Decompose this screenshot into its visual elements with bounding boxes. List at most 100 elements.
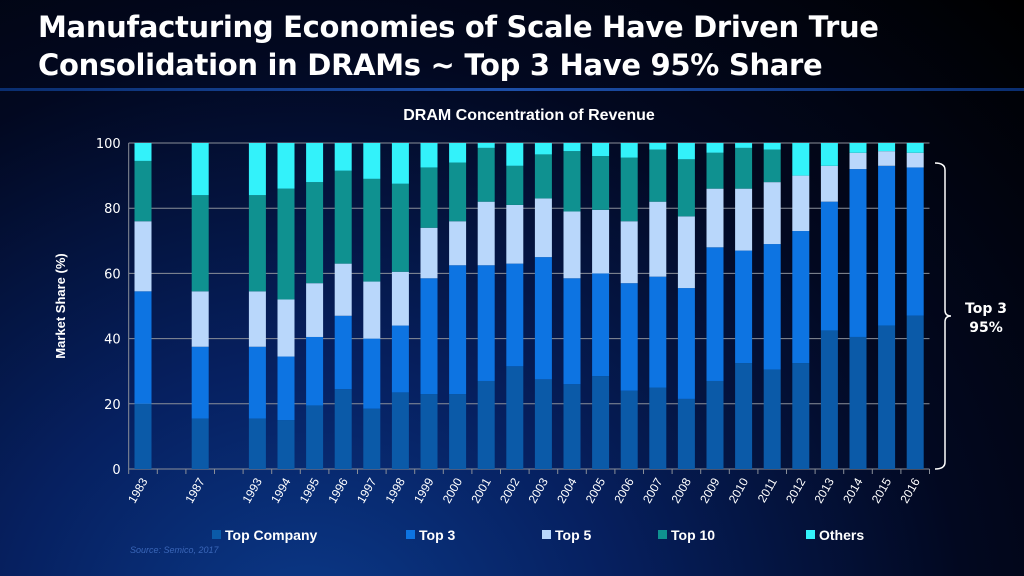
bar-segment-top-5 xyxy=(849,152,867,170)
bar-segment-top-10 xyxy=(334,170,352,264)
bar-segment-top-5 xyxy=(277,299,295,357)
bar-segment-top-5 xyxy=(706,188,724,248)
bar-segment-top-5 xyxy=(449,221,467,266)
x-tick-label: 1999 xyxy=(411,475,437,505)
bar-segment-top-3 xyxy=(449,265,467,395)
bar-segment-top-10 xyxy=(248,195,266,292)
bar-segment-top-company xyxy=(620,390,638,469)
x-tick-label: 2005 xyxy=(583,475,609,505)
bar-segment-top-3 xyxy=(620,283,638,391)
bar-segment-top-10 xyxy=(420,167,438,228)
bar-segment-top-3 xyxy=(191,346,209,419)
bar-segment-others xyxy=(649,143,667,150)
bar-segment-top-10 xyxy=(134,160,152,222)
legend-label: Top 3 xyxy=(419,527,456,543)
bar-segment-top-10 xyxy=(592,156,610,210)
bar-segment-top-company xyxy=(534,379,552,469)
bar-segment-top-3 xyxy=(592,273,610,377)
bar-segment-top-3 xyxy=(706,247,724,381)
x-tick-label: 2000 xyxy=(440,475,466,505)
bar-segment-top-10 xyxy=(363,178,381,282)
legend-swatch xyxy=(542,530,551,539)
bar-segment-top-5 xyxy=(534,198,552,258)
bar-segment-others xyxy=(391,143,409,184)
bar-segment-top-3 xyxy=(792,231,810,364)
bar-segment-top-3 xyxy=(735,250,753,364)
x-tick-label: 1997 xyxy=(354,475,380,505)
bar-segment-top-company xyxy=(792,363,810,469)
x-tick-label: 2016 xyxy=(897,475,923,505)
bar-segment-top-10 xyxy=(677,159,695,217)
bar-segment-top-5 xyxy=(677,216,695,289)
bar-segment-top-10 xyxy=(620,157,638,222)
y-axis-label: Market Share (%) xyxy=(53,253,68,358)
x-tick-label: 2008 xyxy=(669,475,695,505)
top3-bracket xyxy=(934,162,952,470)
bar-segment-top-10 xyxy=(649,149,667,202)
y-tick-label: 40 xyxy=(104,333,121,348)
bar-segment-top-3 xyxy=(849,169,867,337)
bar-segment-top-5 xyxy=(306,283,324,337)
bar-segment-top-5 xyxy=(363,281,381,339)
bar-segment-top-3 xyxy=(906,167,924,316)
x-tick-label: 2001 xyxy=(468,475,494,505)
bar-segment-others xyxy=(878,143,896,152)
x-tick-label: 2015 xyxy=(869,475,895,505)
source-note: Source: Semico, 2017 xyxy=(130,545,219,555)
bar-segment-others xyxy=(334,143,352,171)
bar-segment-top-company xyxy=(706,380,724,469)
bar-segment-top-company xyxy=(391,392,409,469)
bar-segment-others xyxy=(191,143,209,196)
bar-segment-top-3 xyxy=(391,325,409,393)
legend-label: Top Company xyxy=(225,527,318,543)
bar-segment-top-10 xyxy=(306,182,324,284)
bar-segment-top-3 xyxy=(677,288,695,399)
chart-title: DRAM Concentration of Revenue xyxy=(403,107,655,124)
bar-segment-top-10 xyxy=(534,154,552,199)
legend-label: Top 10 xyxy=(671,527,715,543)
bar-segment-top-company xyxy=(878,325,896,469)
bar-segment-top-5 xyxy=(477,201,495,266)
x-tick-label: 2010 xyxy=(726,475,752,505)
bar-segment-top-3 xyxy=(649,276,667,388)
bar-segment-top-3 xyxy=(563,278,581,385)
legend-swatch xyxy=(806,530,815,539)
bar-segment-top-company xyxy=(677,398,695,469)
bar-segment-others xyxy=(763,143,781,150)
bar-segment-others xyxy=(534,143,552,155)
bar-segment-top-company xyxy=(449,394,467,469)
bar-segment-top-3 xyxy=(134,291,152,404)
y-tick-label: 20 xyxy=(104,398,121,413)
x-tick-label: 2009 xyxy=(697,475,723,505)
bar-segment-others xyxy=(420,143,438,168)
bar-segment-top-company xyxy=(906,315,924,469)
bar-segment-top-company xyxy=(191,418,209,469)
bar-segment-top-10 xyxy=(563,151,581,212)
bar-segment-others xyxy=(563,143,581,152)
bar-segment-top-company xyxy=(363,408,381,469)
x-tick-label: 1993 xyxy=(240,475,266,505)
bar-segment-others xyxy=(706,143,724,153)
bar-segment-top-10 xyxy=(449,162,467,222)
bar-segment-top-3 xyxy=(763,244,781,370)
bar-segment-others xyxy=(306,143,324,183)
bar-segment-top-5 xyxy=(134,221,152,292)
bar-segment-top-company xyxy=(735,363,753,469)
bar-segment-top-10 xyxy=(477,147,495,202)
bar-segment-top-3 xyxy=(878,165,896,326)
bar-segment-others xyxy=(792,143,810,176)
x-tick-label: 2011 xyxy=(755,475,780,505)
bar-segment-top-3 xyxy=(477,265,495,381)
annotation-line-2: 95% xyxy=(969,320,1003,336)
legend-label: Top 5 xyxy=(555,527,592,543)
bar-segment-top-5 xyxy=(420,227,438,279)
x-tick-label: 1996 xyxy=(325,475,351,505)
x-tick-label: 2002 xyxy=(497,475,523,505)
y-tick-label: 100 xyxy=(96,137,121,152)
y-tick-label: 80 xyxy=(104,202,121,217)
x-tick-label: 1998 xyxy=(383,475,409,505)
legend-swatch xyxy=(658,530,667,539)
bar-segment-top-company xyxy=(649,387,667,469)
bar-segment-top-5 xyxy=(792,175,810,232)
